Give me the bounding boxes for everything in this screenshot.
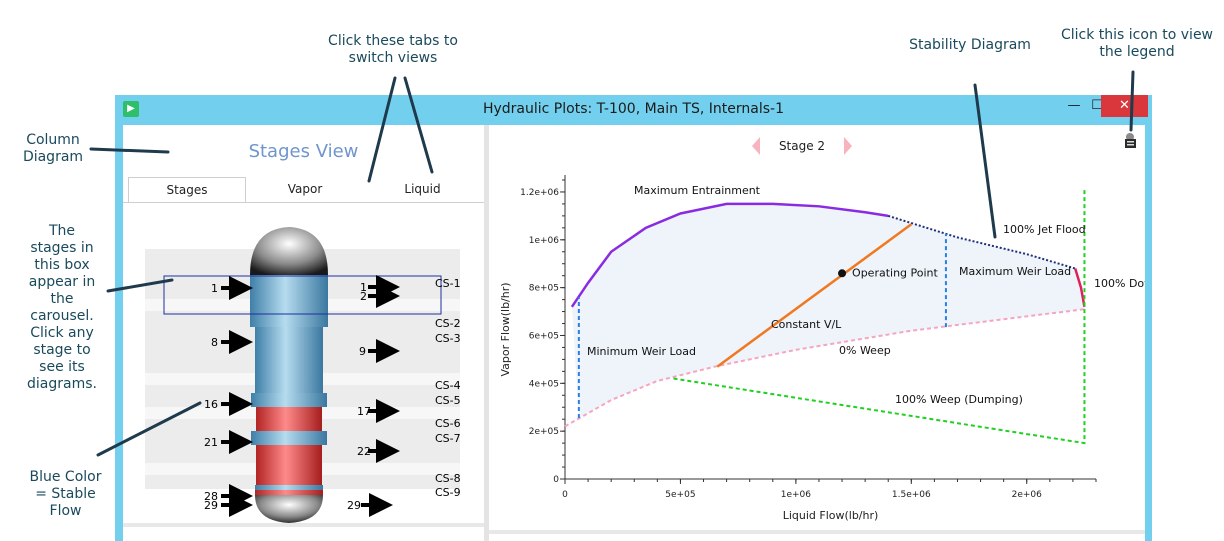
curve-label-weep100: 100% Weep (Dumping) (895, 393, 1023, 406)
annotation-column-diagram: Column Diagram (22, 132, 84, 165)
stable-region (571, 203, 1085, 419)
feed-label: 29 (204, 499, 218, 512)
x-tick-label: 1.5e+06 (892, 490, 931, 500)
stability-diagram-panel: Stage 2 0 5e+05 1e+06 1.5e+06 2e+06 0 2e+05 4e+… (489, 125, 1145, 541)
app-icon: ▶ (123, 101, 139, 117)
right-pane-splitter[interactable] (489, 530, 1145, 534)
product-label: 29 (347, 499, 361, 512)
series-100-weep-dumping- (673, 189, 1086, 445)
maximize-button[interactable]: ☐ (1091, 98, 1103, 113)
feed-label: 16 (204, 398, 218, 411)
annotation-tabs-hint: Click these tabs to switch views (328, 33, 458, 66)
stability-chart: Stage 2 0 5e+05 1e+06 1.5e+06 2e+06 0 2e+05 4e+… (499, 133, 1145, 522)
x-axis-label: Liquid Flow(lb/hr) (783, 509, 879, 522)
operating-point-label: Operating Point (852, 266, 938, 279)
x-tick-label: 0 (562, 490, 568, 500)
curve-label-constant-vl: Constant V/L (771, 318, 842, 331)
y-tick-label: 6e+05 (529, 331, 559, 341)
stage-label: Stage 2 (779, 139, 825, 153)
series-100-jet-flood (887, 214, 1076, 270)
y-tick-label: 4e+05 (529, 379, 559, 389)
annotation-blue-color-hint: Blue Color = Stable Flow (29, 469, 102, 519)
y-tick-label: 2e+05 (529, 427, 559, 437)
feed-label: 8 (211, 336, 218, 349)
feed-label: 28 (204, 490, 218, 503)
series-0-weep (564, 308, 1085, 428)
annotation-stages-box-hint: The stages in this box appear in the car… (27, 223, 97, 392)
curve-label-max-weir: Maximum Weir Load (959, 265, 1071, 278)
series-constant-v-l (716, 223, 913, 368)
hydraulic-plots-window: ▶ Hydraulic Plots: T-100, Main TS, Inter… (115, 95, 1152, 541)
window-title: Hydraulic Plots: T-100, Main TS, Interna… (482, 101, 785, 117)
next-stage-button[interactable] (844, 137, 852, 155)
y-tick-label: 1.2e+06 (520, 188, 559, 198)
y-tick-label: 1e+06 (529, 236, 560, 246)
product-label: 1 (360, 281, 367, 294)
curve-label-dow: 100% Dow (1094, 277, 1145, 290)
tab-vapor[interactable]: Vapor (287, 182, 323, 196)
y-tick-label: 0 (553, 475, 559, 485)
x-tick-label: 2e+06 (1012, 490, 1043, 500)
section-label-cs8[interactable]: CS-8 (435, 472, 461, 485)
minimize-button[interactable]: — (1067, 98, 1081, 113)
stages-view-panel: Stages View Stages Vapor Liquid (123, 125, 484, 541)
section-label-cs6[interactable]: CS-6 (435, 417, 461, 430)
feed-label: 21 (204, 436, 218, 449)
curve-label-weep0: 0% Weep (839, 344, 891, 357)
product-label: 17 (357, 405, 371, 418)
curve-label-max-entrainment: Maximum Entrainment (634, 184, 761, 197)
stream-arrows (221, 275, 400, 517)
column-body (250, 227, 328, 523)
section-label-cs3[interactable]: CS-3 (435, 332, 461, 345)
y-tick-label: 8e+05 (529, 284, 559, 294)
operating-point (838, 269, 847, 278)
x-tick-label: 5e+05 (665, 490, 695, 500)
series-100-dow (1074, 268, 1086, 307)
product-label: 22 (357, 445, 371, 458)
tab-liquid[interactable]: Liquid (404, 182, 441, 196)
section-label-cs1[interactable]: CS-1 (435, 277, 461, 290)
tab-stages[interactable]: Stages (128, 177, 246, 203)
carousel-selection-box[interactable] (163, 275, 442, 315)
product-label: 2 (360, 290, 367, 303)
section-label-cs5[interactable]: CS-5 (435, 394, 461, 407)
feed-label: 1 (211, 282, 218, 295)
x-tick-label: 1e+06 (781, 490, 812, 500)
section-label-cs9[interactable]: CS-9 (435, 486, 461, 499)
stages-view-title: Stages View (248, 141, 359, 162)
tab-divider (123, 202, 484, 203)
annotation-legend-hint: Click this icon to view the legend (1060, 27, 1214, 60)
section-label-cs2[interactable]: CS-2 (435, 317, 461, 330)
series-maximum-entrainment (570, 202, 889, 308)
y-axis-label: Vapor Flow(lb/hr) (499, 282, 512, 376)
previous-stage-button[interactable] (752, 137, 760, 155)
title-bar[interactable]: ▶ Hydraulic Plots: T-100, Main TS, Inter… (115, 95, 1152, 123)
legend-icon[interactable] (1125, 133, 1136, 148)
section-label-cs4[interactable]: CS-4 (435, 379, 461, 392)
close-button[interactable]: ✕ (1101, 95, 1148, 117)
section-label-cs7[interactable]: CS-7 (435, 432, 461, 445)
annotation-stability-diagram: Stability Diagram (909, 37, 1031, 53)
column-diagram[interactable]: 1 8 16 21 28 29 1 2 9 17 22 29 CS-1 CS-2… (123, 203, 484, 523)
product-label: 9 (359, 345, 366, 358)
curve-label-min-weir: Minimum Weir Load (587, 345, 696, 358)
pane-splitter[interactable] (484, 125, 489, 541)
left-pane-splitter[interactable] (123, 523, 484, 527)
curve-label-jet-flood: 100% Jet Flood (1003, 223, 1086, 236)
